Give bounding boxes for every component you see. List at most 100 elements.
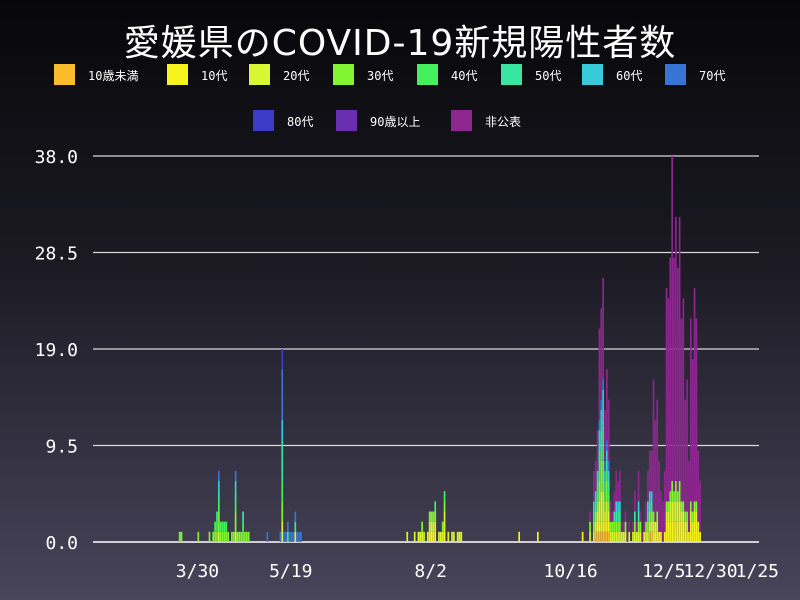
legend-label: 20代 <box>283 69 310 83</box>
bar-segment <box>637 531 640 542</box>
bar-segment <box>607 491 610 502</box>
bar-segment <box>665 288 668 502</box>
bar-segment <box>684 521 687 532</box>
bar-segment <box>281 440 284 482</box>
bar-segment <box>592 501 595 512</box>
bar-segment <box>652 511 655 522</box>
bar-segment <box>641 531 644 542</box>
bar-segment <box>216 531 218 542</box>
bar-segment <box>242 521 244 532</box>
bar-segment <box>447 531 450 542</box>
bar-segment <box>611 511 614 522</box>
bar-segment <box>604 481 606 492</box>
bar-segment <box>434 511 437 522</box>
bar-segment <box>598 470 601 482</box>
bar-segment <box>288 531 291 542</box>
legend-swatch <box>54 64 75 85</box>
bar-segment <box>617 521 619 532</box>
legend-swatch <box>501 64 522 85</box>
bar-segment <box>650 501 653 512</box>
bar-segment <box>592 531 595 542</box>
bar-segment <box>602 277 604 380</box>
bar-segment <box>689 501 692 512</box>
bar-segment <box>283 531 285 542</box>
bar-segment <box>680 521 683 542</box>
bar-segment <box>419 531 422 542</box>
bar-segment <box>678 521 681 542</box>
bar-segment <box>266 531 269 542</box>
bar-segment <box>648 491 651 502</box>
bar-segment <box>602 531 604 542</box>
legend-swatch <box>451 110 472 131</box>
bar-segment <box>592 521 595 532</box>
bar-segment <box>611 531 614 542</box>
bar-segment <box>406 531 409 542</box>
bar-segment <box>620 531 623 542</box>
legend-label: 非公表 <box>485 115 522 129</box>
bar-segment <box>604 491 606 502</box>
bar-segment <box>602 450 604 461</box>
bar-segment <box>285 531 287 542</box>
bar-segment <box>619 521 621 532</box>
bar-segment <box>238 531 241 542</box>
legend-swatch <box>665 64 686 85</box>
bar-segment <box>645 521 647 532</box>
bar-segment <box>615 521 618 532</box>
bar-segment <box>606 470 608 482</box>
x-tick-label: 1/25 <box>736 561 779 582</box>
bar-segment <box>620 521 623 532</box>
bar-segment <box>240 531 243 542</box>
bar-segment <box>619 511 621 522</box>
bar-segment <box>287 531 289 542</box>
bar-segment <box>632 531 634 542</box>
bar-segment <box>634 521 636 532</box>
bar-segment <box>624 531 627 542</box>
y-tick-label: 0.0 <box>45 533 78 554</box>
bar-segment <box>626 531 629 542</box>
bar-segment <box>613 511 616 522</box>
bar-segment <box>617 481 619 502</box>
bar-segment <box>443 511 446 532</box>
y-tick-label: 38.0 <box>35 147 78 168</box>
bar-segment <box>699 481 701 532</box>
bar-segment <box>648 450 651 492</box>
bar-segment <box>654 420 657 522</box>
bar-segment <box>225 531 228 542</box>
x-tick-label: 8/2 <box>414 561 447 582</box>
bar-segment <box>594 531 597 542</box>
bar-segment <box>217 511 220 532</box>
bar-segment <box>663 531 666 542</box>
bar-segment <box>594 521 597 532</box>
bar-segment <box>675 216 677 482</box>
bar-segment <box>234 511 237 532</box>
legend-swatch <box>253 110 274 131</box>
bar-segment <box>663 470 666 532</box>
bar-segment <box>673 521 675 542</box>
bar-segment <box>689 521 692 542</box>
bar-segment <box>598 501 601 522</box>
bar-segment <box>581 531 584 542</box>
bar-segment <box>697 531 700 542</box>
bar-segment <box>686 531 688 542</box>
legend-swatch <box>582 64 603 85</box>
x-tick-label: 12/30 <box>683 561 737 582</box>
bar-segment <box>622 521 625 532</box>
bar-segment <box>602 379 604 390</box>
bar-segment <box>682 511 685 522</box>
bar-segment <box>695 521 698 542</box>
bar-segment <box>598 521 601 532</box>
bar-segment <box>606 521 608 532</box>
bar-segment <box>678 501 681 522</box>
legend-label: 50代 <box>535 69 562 83</box>
bar-segment <box>645 531 647 542</box>
bar-segment <box>417 531 420 542</box>
bar-segment <box>232 531 235 542</box>
bar-segment <box>300 531 302 542</box>
legend-swatch <box>249 64 270 85</box>
bar-segment <box>456 531 459 542</box>
bar-segment <box>673 491 675 502</box>
bar-segment <box>615 470 618 502</box>
bar-segment <box>658 531 660 542</box>
bar-segment <box>676 501 679 522</box>
bar-segment <box>598 531 601 542</box>
